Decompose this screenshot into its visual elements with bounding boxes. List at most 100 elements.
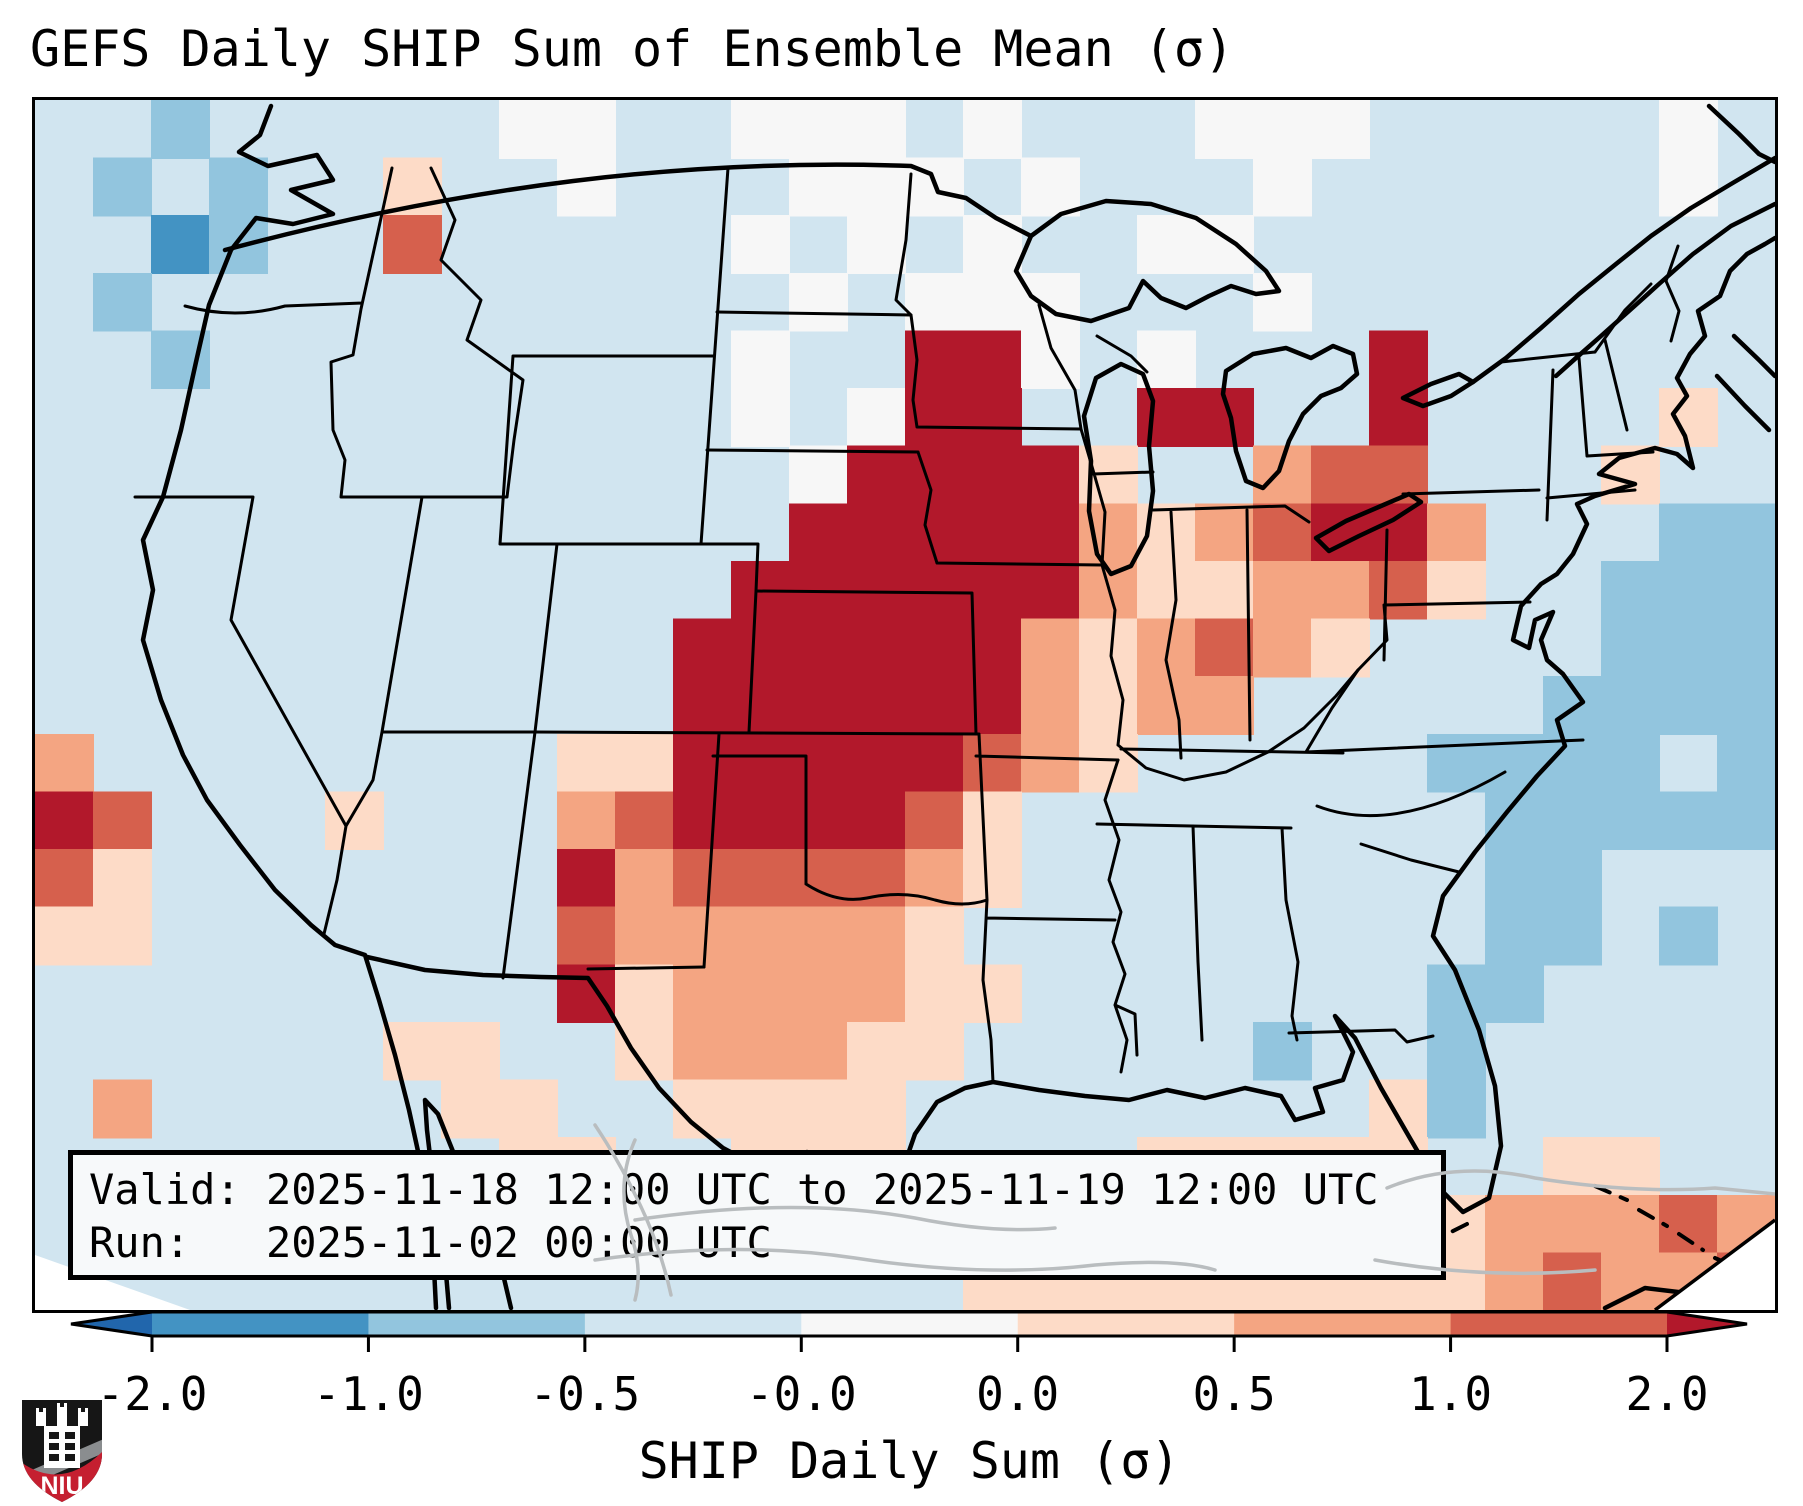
heat-cell bbox=[789, 791, 849, 851]
pacific-coastline bbox=[140, 103, 439, 1310]
heat-cell bbox=[789, 906, 849, 966]
lake-erie bbox=[1313, 491, 1424, 554]
heat-cell bbox=[963, 445, 1023, 505]
heat-cell bbox=[93, 849, 153, 908]
heat-cell bbox=[731, 1021, 791, 1081]
heat-cell bbox=[1369, 1079, 1429, 1139]
heat-cell bbox=[789, 100, 849, 159]
heat-cell bbox=[673, 906, 733, 966]
heat-cell bbox=[325, 791, 385, 851]
heat-cell bbox=[1717, 560, 1775, 620]
heat-cell bbox=[1601, 733, 1661, 793]
heat-cell bbox=[963, 733, 1023, 793]
heat-cell bbox=[1311, 445, 1371, 505]
projection-edge-layer bbox=[35, 1218, 1775, 1310]
heat-cell bbox=[1021, 157, 1081, 217]
heat-cell bbox=[789, 157, 849, 217]
heat-cell bbox=[35, 906, 95, 966]
heat-cell bbox=[1253, 157, 1313, 217]
figure-title: GEFS Daily SHIP Sum of Ensemble Mean (σ) bbox=[30, 20, 1235, 78]
heat-cell bbox=[1659, 157, 1719, 217]
heat-cell bbox=[1021, 560, 1081, 620]
heat-cell bbox=[1427, 1079, 1487, 1139]
state-borders-plains bbox=[533, 310, 1120, 1084]
heat-cell bbox=[673, 618, 733, 678]
heat-cell bbox=[731, 215, 791, 275]
colorbar-segment bbox=[584, 1312, 803, 1336]
heat-cell bbox=[1659, 906, 1719, 966]
heat-cell bbox=[1543, 791, 1603, 851]
heat-cell bbox=[1427, 503, 1487, 563]
heat-cell bbox=[905, 560, 965, 620]
heat-cell bbox=[499, 100, 559, 159]
heat-cell bbox=[731, 388, 791, 447]
heat-cell bbox=[847, 676, 907, 735]
colorbar-tick-label: 0.0 bbox=[976, 1367, 1059, 1421]
colorbar-segment bbox=[1017, 1312, 1236, 1336]
heat-cell bbox=[35, 733, 95, 793]
heat-cell bbox=[557, 964, 617, 1024]
heat-cell bbox=[673, 1079, 733, 1139]
heat-cell bbox=[905, 272, 965, 332]
heat-cell bbox=[1369, 503, 1429, 563]
heat-cell bbox=[615, 906, 675, 966]
heat-cell bbox=[557, 733, 617, 793]
heat-cell bbox=[1601, 560, 1661, 620]
heat-cell bbox=[1021, 676, 1081, 735]
heat-cell bbox=[615, 791, 675, 851]
heat-cell bbox=[151, 100, 211, 159]
heat-cell bbox=[673, 1021, 733, 1081]
nova-scotia-coast bbox=[1714, 333, 1775, 433]
heat-cell bbox=[1659, 791, 1719, 851]
heat-cell bbox=[1195, 503, 1255, 563]
heat-cell bbox=[1543, 733, 1603, 793]
heat-cell bbox=[93, 1079, 153, 1139]
colorbar-segment bbox=[801, 1312, 1019, 1336]
heat-cell bbox=[615, 964, 675, 1024]
heat-cell bbox=[1137, 676, 1197, 735]
state-borders-west bbox=[133, 166, 760, 980]
heat-cell bbox=[93, 791, 153, 851]
heat-cell bbox=[1253, 560, 1313, 620]
heat-cell bbox=[1253, 272, 1313, 332]
heat-cell bbox=[557, 849, 617, 908]
heat-cell bbox=[1021, 733, 1081, 793]
heat-cell bbox=[847, 388, 907, 447]
heat-cell bbox=[789, 964, 849, 1024]
heat-cell bbox=[441, 1079, 501, 1139]
heat-cell bbox=[905, 445, 965, 505]
heat-cell bbox=[93, 272, 153, 332]
gaspe-coast bbox=[1706, 103, 1775, 165]
heat-cell bbox=[789, 676, 849, 735]
heat-cell bbox=[557, 906, 617, 966]
heat-cell bbox=[905, 676, 965, 735]
heat-cell bbox=[847, 733, 907, 793]
heat-cell bbox=[673, 791, 733, 851]
heat-cell bbox=[673, 733, 733, 793]
heat-cell bbox=[35, 849, 95, 908]
heat-cell bbox=[1369, 330, 1429, 390]
valid-line: Valid: 2025-11-18 12:00 UTC to 2025-11-1… bbox=[89, 1165, 1379, 1214]
heat-cell bbox=[847, 1021, 907, 1081]
heat-cell bbox=[1021, 503, 1081, 563]
heat-cell bbox=[963, 503, 1023, 563]
heat-cell bbox=[1079, 618, 1139, 678]
colorbar-axis-label: SHIP Daily Sum (σ) bbox=[638, 1432, 1181, 1490]
heat-cell bbox=[905, 618, 965, 678]
heat-cell bbox=[151, 215, 211, 275]
heat-cell bbox=[905, 733, 965, 793]
heat-cell bbox=[1253, 503, 1313, 563]
heat-cell bbox=[847, 964, 907, 1024]
colorbar-tick-label: 0.5 bbox=[1193, 1367, 1276, 1421]
heat-cell bbox=[93, 906, 153, 966]
heat-cell bbox=[1717, 733, 1775, 793]
colorbar-segment bbox=[1234, 1312, 1452, 1336]
niu-logo: NIU bbox=[22, 1400, 102, 1502]
state-borders-east bbox=[1095, 244, 1681, 1074]
heat-cell bbox=[1717, 503, 1775, 563]
heat-cell bbox=[557, 157, 617, 217]
heat-cell bbox=[847, 100, 907, 159]
colorbar: -2.0 -1.0 -0.5 -0.0 0.0 0.5 1.0 2.0 bbox=[70, 1310, 1748, 1421]
heat-cell bbox=[1427, 560, 1487, 620]
heat-cell bbox=[1659, 560, 1719, 620]
